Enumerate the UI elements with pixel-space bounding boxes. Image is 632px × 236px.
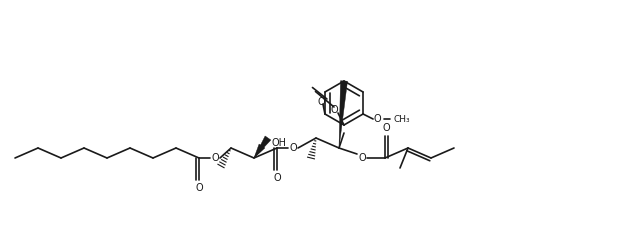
Text: OH: OH (272, 138, 287, 148)
Text: O: O (317, 97, 325, 107)
Text: CH₃: CH₃ (393, 114, 410, 123)
Text: O: O (211, 153, 219, 163)
Polygon shape (254, 136, 271, 158)
Text: O: O (289, 143, 297, 153)
Text: O: O (382, 123, 390, 133)
Text: O: O (195, 183, 203, 193)
Text: O: O (330, 105, 338, 115)
Polygon shape (339, 81, 348, 148)
Polygon shape (254, 144, 265, 158)
Text: O: O (374, 114, 381, 124)
Text: O: O (358, 153, 366, 163)
Text: O: O (273, 173, 281, 183)
